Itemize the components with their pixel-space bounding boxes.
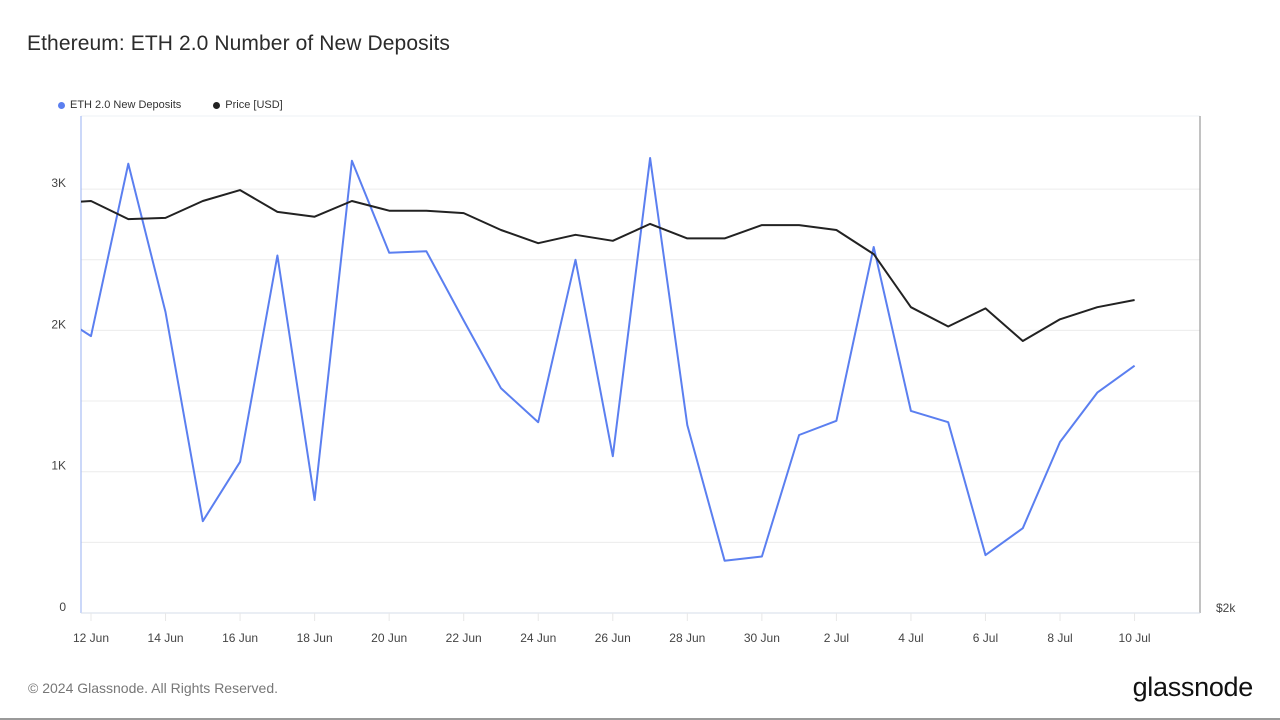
x-tick-label: 16 Jun xyxy=(222,631,258,645)
x-tick-label: 12 Jun xyxy=(73,631,109,645)
legend-dot-price-icon xyxy=(213,101,221,109)
x-tick-label: 10 Jul xyxy=(1119,631,1151,645)
x-tick-label: 20 Jun xyxy=(371,631,407,645)
x-tick-label: 4 Jul xyxy=(898,631,923,645)
bottom-divider xyxy=(0,718,1280,720)
x-tick-label: 14 Jun xyxy=(148,631,184,645)
legend-item-deposits[interactable]: ETH 2.0 New Deposits xyxy=(58,99,181,111)
x-tick-label: 8 Jul xyxy=(1047,631,1072,645)
y-tick-label: 1K xyxy=(51,459,66,473)
legend-item-price[interactable]: Price [USD] xyxy=(213,99,283,111)
x-tick-label: 28 Jun xyxy=(669,631,705,645)
chart-title: Ethereum: ETH 2.0 Number of New Deposits xyxy=(27,32,450,55)
right-axis-label: $2k xyxy=(1216,601,1236,615)
legend-label-deposits: ETH 2.0 New Deposits xyxy=(70,99,182,111)
copyright-text: © 2024 Glassnode. All Rights Reserved. xyxy=(28,680,279,696)
legend-label-price: Price [USD] xyxy=(225,99,283,111)
y-tick-label: 0 xyxy=(59,600,66,614)
glassnode-logo: glassnode xyxy=(1132,672,1254,702)
y-tick-label: 2K xyxy=(51,317,66,331)
x-tick-label: 18 Jun xyxy=(297,631,333,645)
x-tick-label: 26 Jun xyxy=(595,631,631,645)
legend-dot-deposits-icon xyxy=(58,101,65,109)
deposits-line[interactable] xyxy=(54,157,1136,562)
chart-legend: ETH 2.0 New Deposits Price [USD] xyxy=(58,99,283,111)
y-tick-label: 3K xyxy=(51,176,66,190)
price-line[interactable] xyxy=(54,189,1135,342)
x-tick-label: 30 Jun xyxy=(744,631,780,645)
x-tick-label: 24 Jun xyxy=(520,631,556,645)
x-tick-label: 6 Jul xyxy=(973,631,998,645)
x-tick-label: 22 Jun xyxy=(446,631,482,645)
x-tick-label: 2 Jul xyxy=(824,631,849,645)
